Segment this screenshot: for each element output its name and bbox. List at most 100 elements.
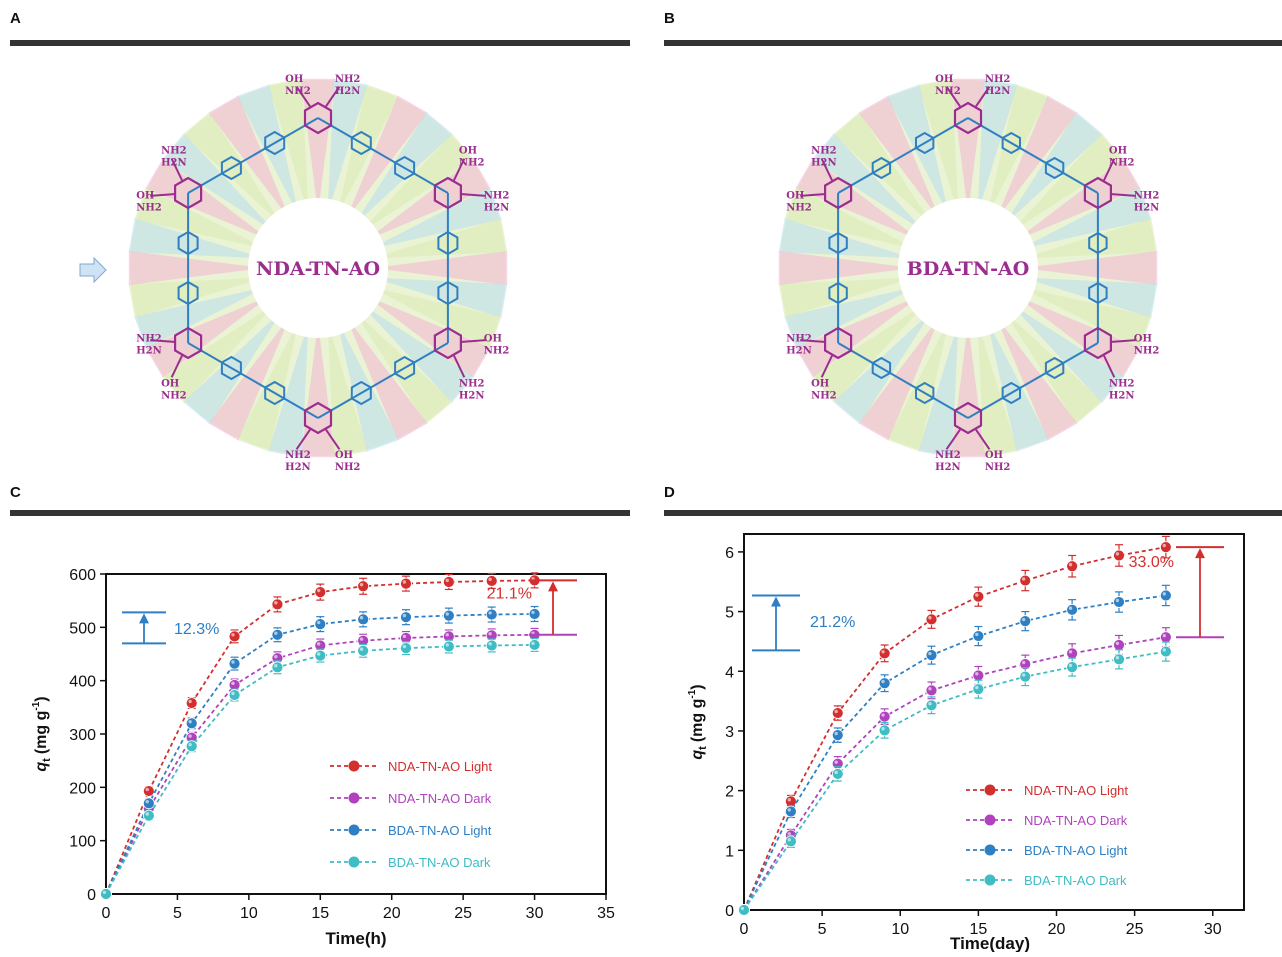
chart-1-point: [925, 649, 938, 662]
chart-1-xtick-label: 15: [969, 921, 987, 938]
chart-1-point-highlight: [1068, 562, 1073, 567]
chart-0-point-highlight: [402, 644, 407, 649]
chart-0-xtick-label: 15: [311, 905, 329, 922]
chart-0-point-highlight: [102, 890, 107, 895]
chart-1-point-highlight: [928, 701, 932, 706]
chart-c-ylabel: qt(mg g-1): [31, 696, 53, 771]
structure-b-group-label: H2N: [786, 345, 812, 356]
structure-b-group-label: NH2: [811, 146, 837, 157]
chart-1-ytick-label: 2: [725, 784, 734, 801]
structure-a-group-label: NH2: [459, 378, 485, 389]
chart-1-ytick-label: 3: [725, 724, 734, 741]
chart-0-point-highlight: [274, 601, 278, 605]
chart-0-point: [357, 644, 370, 657]
chart-1-point: [1066, 603, 1079, 616]
chart-0-legend-label: BDA-TN-AO Light: [388, 823, 492, 838]
chart-0-point-highlight: [274, 631, 278, 635]
chart-0-point: [228, 689, 241, 701]
chart-1-point-highlight: [975, 672, 979, 676]
chart-0-point-highlight: [145, 787, 149, 792]
chart-0-annot-arrowhead: [139, 613, 149, 624]
chart-1-series-line: [743, 594, 1166, 911]
chart-0-point-highlight: [488, 577, 492, 582]
chart-0-point-highlight: [274, 654, 278, 659]
chart-0-series-3: [100, 637, 541, 900]
structure-a-framework: OHNH2NH2H2NOHNH2NH2H2NOHNH2NH2H2NOHNH2NH…: [136, 74, 509, 473]
chart-0-point: [485, 608, 498, 621]
chart-0-point: [142, 809, 155, 822]
chart-1-point: [1113, 653, 1125, 666]
chart-0-legend-label: NDA-TN-AO Dark: [388, 791, 492, 806]
structure-a-group-label: NH2: [285, 450, 311, 461]
chart-1-point-highlight: [975, 685, 979, 690]
chart-0-legend-marker: [348, 760, 360, 772]
chart-1-point-highlight: [834, 731, 838, 736]
structure-a-group-label: H2N: [459, 390, 485, 401]
chart-1-xtick-label: 0: [740, 921, 749, 938]
chart-1-point-highlight: [975, 593, 979, 597]
chart-0-point: [228, 630, 241, 643]
chart-0-series-line: [105, 633, 535, 895]
chart-c-xlabel: Time(h): [325, 929, 386, 948]
structure-b-group-label: NH2: [1134, 191, 1160, 202]
chart-0-legend-marker: [348, 824, 360, 836]
chart-c: 0 5 10 15 20 25 30 35 0 100 200 300 400 500 600 12.3% 2…: [31, 567, 615, 948]
chart-1-point-highlight: [975, 632, 979, 637]
chart-0-point-highlight: [145, 800, 149, 804]
chart-1-point-highlight: [1021, 673, 1026, 677]
chart-0-point-highlight: [445, 612, 449, 616]
chart-1-point-highlight: [928, 651, 932, 656]
chart-0-ytick-label: 0: [87, 887, 96, 904]
structure-a-group-label: NH2: [136, 203, 162, 214]
chart-0-annot-label: 21.1%: [487, 585, 532, 602]
chart-0-point: [185, 740, 198, 753]
chart-1-point: [1113, 639, 1125, 651]
chart-0-annot-label: 12.3%: [174, 621, 219, 638]
structure-b-group-label: H2N: [811, 158, 837, 169]
chart-0-point: [142, 785, 155, 797]
chart-0-point: [400, 577, 412, 590]
chart-0-xtick-label: 10: [240, 905, 258, 922]
chart-1-legend-label: BDA-TN-AO Dark: [1024, 873, 1127, 888]
chart-0-ytick-label: 600: [69, 567, 96, 584]
chart-1-point-highlight: [881, 713, 885, 717]
chart-1-point: [878, 710, 891, 723]
chart-1-ytick-label: 0: [725, 903, 734, 920]
structure-b-group-label: NH2: [935, 450, 961, 461]
chart-1-point-highlight: [928, 616, 932, 620]
chart-1-point-highlight: [928, 687, 932, 691]
panel-b-letter: B: [664, 10, 675, 27]
chart-1-point: [1019, 670, 1032, 683]
chart-1-point: [1159, 631, 1172, 644]
structure-a-group-label: NH2: [161, 146, 187, 157]
chart-0-point-highlight: [359, 582, 364, 587]
chart-0-point-highlight: [445, 643, 449, 647]
chart-1-point-highlight: [881, 679, 885, 684]
chart-1-point: [1159, 541, 1172, 554]
structure-b-panel: OH NH2 NH2 H2N OH NH2 NH2 H2N OH NH2 NH2 H2N OH NH2 NH…: [664, 50, 1282, 480]
chart-0-point-highlight: [402, 580, 407, 584]
chart-0-annotation-0: 12.3%: [122, 611, 219, 645]
chart-0-point-highlight: [316, 652, 321, 656]
chart-1-point: [1019, 574, 1032, 587]
chart-0-point: [357, 580, 370, 593]
structure-a-group-label: H2N: [161, 158, 187, 169]
chart-1-point-highlight: [787, 808, 791, 812]
chart-0-point-highlight: [531, 641, 535, 646]
chart-1-series-line: [743, 650, 1167, 911]
structure-b-group-label: H2N: [985, 86, 1011, 97]
chart-1-point: [878, 677, 891, 690]
structure-b-label: BDA-TN-AO: [907, 258, 1030, 280]
structure-b-diagram: OHNH2NH2H2NOHNH2NH2H2NOHNH2NH2H2NOHNH2NH…: [778, 74, 1160, 473]
structure-a-group-label: OH: [335, 450, 353, 461]
chart-0-point-highlight: [445, 633, 449, 637]
chart-1-annotation-0: 21.2%: [752, 594, 855, 652]
chart-1-annot-label: 21.2%: [810, 614, 855, 631]
chart-1-point: [784, 805, 797, 818]
chart-1-point: [738, 904, 750, 916]
panel-d-letter: D: [664, 484, 675, 501]
chart-1-series-line: [743, 546, 1167, 911]
chart-0-point: [271, 598, 284, 611]
chart-1-xtick-label: 20: [1048, 921, 1066, 938]
structure-a-label: NDA-TN-AO: [256, 258, 380, 280]
